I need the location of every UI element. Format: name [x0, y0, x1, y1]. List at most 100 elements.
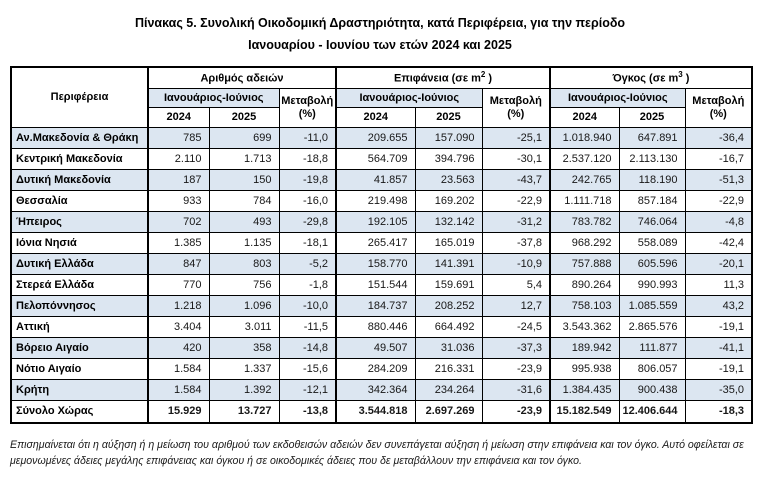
value-cell: 758.103 — [549, 294, 620, 317]
value-cell: -35,0 — [684, 378, 753, 401]
value-cell: 1.218 — [147, 294, 210, 317]
value-cell: 605.596 — [618, 252, 686, 275]
region-cell: Στερεά Ελλάδα — [10, 273, 149, 296]
value-cell: 150 — [208, 168, 280, 191]
value-cell: 118.190 — [618, 168, 686, 191]
value-cell: 803 — [208, 252, 280, 275]
value-cell: 890.264 — [549, 273, 620, 296]
table-row: Ήπειρος 702 493 -29,8 192.105 132.142 -31,2 783… — [10, 210, 753, 233]
value-cell: 219.498 — [335, 189, 416, 212]
value-cell: 209.655 — [335, 126, 416, 149]
statistics-table: Περιφέρεια Αριθμός αδειών Επιφάνεια (σε … — [10, 66, 754, 424]
change-header-permits: Μεταβολή (%) — [278, 87, 337, 128]
group-label: Όγκος (σε m — [612, 73, 679, 86]
table-row: Κρήτη 1.584 1.392 -12,1 342.364 234.264 -31,6 1… — [10, 378, 753, 401]
value-cell: 159.691 — [414, 273, 483, 296]
page: Πίνακας 5. Συνολική Οικοδομική Δραστηριό… — [10, 12, 754, 467]
period-header-permits: Ιανουάριος-Ιούνιος — [147, 87, 280, 108]
value-cell: -42,4 — [684, 231, 753, 254]
value-cell: -31,6 — [481, 378, 551, 401]
value-cell: 770 — [147, 273, 210, 296]
header-period-row: Ιανουάριος-Ιούνιος Μεταβολή (%) Ιανουάριο… — [11, 87, 753, 128]
value-cell: -31,2 — [481, 210, 551, 233]
value-cell: -14,8 — [278, 336, 337, 359]
value-cell: -36,4 — [684, 126, 753, 149]
value-cell: 234.264 — [414, 378, 483, 401]
value-cell: -43,7 — [481, 168, 551, 191]
group-label: Επιφάνεια (σε m — [393, 73, 481, 86]
region-cell: Κεντρική Μακεδονία — [10, 147, 149, 170]
table-title-line1: Πίνακας 5. Συνολική Οικοδομική Δραστηριό… — [134, 16, 626, 30]
region-cell: Σύνολο Χώρας — [10, 399, 149, 424]
header-group-row: Περιφέρεια Αριθμός αδειών Επιφάνεια (σε … — [10, 66, 753, 128]
period-header-volume: Ιανουάριος-Ιούνιος — [549, 87, 686, 108]
value-cell: 189.942 — [549, 336, 620, 359]
table-row: Θεσσαλία 933 784 -16,0 219.498 169.202 -22,9 1.… — [10, 189, 753, 212]
region-cell: Αν.Μακεδονία & Θράκη — [10, 126, 149, 149]
value-cell: -10,0 — [278, 294, 337, 317]
value-cell: 785 — [147, 126, 210, 149]
column-group-permits: Αριθμός αδειών — [146, 66, 337, 89]
value-cell: 1.584 — [147, 378, 210, 401]
value-cell: 857.184 — [618, 189, 686, 212]
value-cell: 141.391 — [414, 252, 483, 275]
year-header-2024: 2024 — [147, 106, 210, 128]
value-cell: 151.544 — [335, 273, 416, 296]
value-cell: 12,7 — [481, 294, 551, 317]
value-cell: 1.713 — [208, 147, 280, 170]
change-label: Μεταβολή — [692, 94, 745, 107]
value-cell: 3.544.818 — [335, 399, 416, 424]
value-cell: 558.089 — [618, 231, 686, 254]
region-cell: Πελοπόννησος — [10, 294, 149, 317]
value-cell: 15.182.549 — [549, 399, 620, 424]
region-cell: Ήπειρος — [10, 210, 149, 233]
value-cell: -23,9 — [481, 357, 551, 380]
value-cell: -30,1 — [481, 147, 551, 170]
value-cell: 746.064 — [618, 210, 686, 233]
value-cell: 2.537.120 — [549, 147, 620, 170]
value-cell: -15,6 — [278, 357, 337, 380]
value-cell: -20,1 — [684, 252, 753, 275]
value-cell: 1.584 — [147, 357, 210, 380]
period-header-surface: Ιανουάριος-Ιούνιος — [335, 87, 483, 108]
value-cell: 1.392 — [208, 378, 280, 401]
value-cell: 3.404 — [147, 315, 210, 338]
value-cell: 358 — [208, 336, 280, 359]
value-cell: 49.507 — [335, 336, 416, 359]
value-cell: -23,9 — [481, 399, 551, 424]
value-cell: 15.929 — [147, 399, 210, 424]
table-row: Νότιο Αιγαίο 1.584 1.337 -15,6 284.209 216.33… — [10, 357, 753, 380]
value-cell: -18,3 — [684, 399, 753, 424]
table-row: Δυτική Ελλάδα 847 803 -5,2 158.770 141.391 -10… — [10, 252, 753, 275]
value-cell: 806.057 — [618, 357, 686, 380]
value-cell: 1.018.940 — [549, 126, 620, 149]
value-cell: -19,1 — [684, 315, 753, 338]
value-cell: 647.891 — [618, 126, 686, 149]
table-title: Πίνακας 5. Συνολική Οικοδομική Δραστηριό… — [10, 12, 750, 56]
value-cell: 847 — [147, 252, 210, 275]
value-cell: 43,2 — [684, 294, 753, 317]
value-cell: -11,0 — [278, 126, 337, 149]
value-cell: 783.782 — [549, 210, 620, 233]
value-cell: 420 — [147, 336, 210, 359]
region-cell: Νότιο Αιγαίο — [10, 357, 149, 380]
value-cell: 1.111.718 — [549, 189, 620, 212]
value-cell: 41.857 — [335, 168, 416, 191]
value-cell: -16,7 — [684, 147, 753, 170]
region-cell: Δυτική Μακεδονία — [10, 168, 149, 191]
value-cell: -25,1 — [481, 126, 551, 149]
change-unit: (%) — [507, 107, 525, 120]
value-cell: 1.085.559 — [618, 294, 686, 317]
group-suffix: ) — [485, 73, 493, 86]
value-cell: 169.202 — [414, 189, 483, 212]
year-header-2025: 2025 — [414, 106, 483, 128]
value-cell: 564.709 — [335, 147, 416, 170]
region-cell: Θεσσαλία — [10, 189, 149, 212]
value-cell: -18,1 — [278, 231, 337, 254]
value-cell: 208.252 — [414, 294, 483, 317]
value-cell: 995.938 — [549, 357, 620, 380]
value-cell: 702 — [147, 210, 210, 233]
value-cell: 933 — [147, 189, 210, 212]
value-cell: 880.446 — [335, 315, 416, 338]
column-group-surface: Επιφάνεια (σε m2 ) — [335, 66, 551, 89]
